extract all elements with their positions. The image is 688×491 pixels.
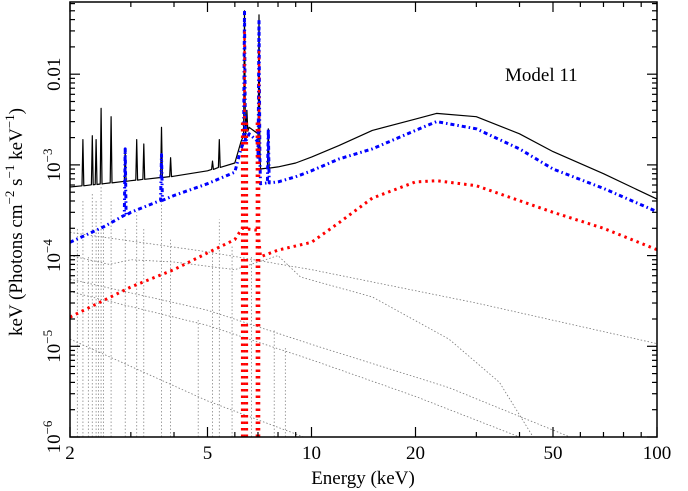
- y-tick-label: 10−3: [40, 148, 65, 181]
- axis-ticks: [69, 2, 658, 438]
- gray-component-0: [70, 232, 657, 345]
- y-tick-label: 0.01: [44, 58, 65, 91]
- gray-component-3: [70, 291, 520, 437]
- y-label-text: s: [6, 178, 27, 190]
- plot-frame: [69, 1, 658, 438]
- y-tick-label-base: 10: [44, 253, 65, 272]
- x-tick-label: 2: [65, 443, 75, 464]
- gray-component-1: [70, 255, 534, 437]
- y-tick-label: 10−6: [40, 420, 65, 453]
- y-label-exponent: −2: [2, 191, 17, 205]
- y-tick-label-exponent: −3: [40, 148, 55, 162]
- y-tick-label-base: 10: [44, 344, 65, 363]
- y-label-exponent: −1: [2, 114, 17, 128]
- y-tick-label: 10−4: [40, 239, 65, 272]
- gray-component-2: [70, 278, 571, 437]
- y-label-text: keV (Photons cm: [6, 204, 27, 336]
- y-tick-label-exponent: −6: [40, 420, 55, 434]
- plot-content: [70, 9, 657, 437]
- y-label-text: ): [6, 108, 27, 114]
- x-tick-label: 100: [643, 443, 672, 464]
- y-label-exponent: −1: [2, 165, 17, 179]
- x-axis-title: Energy (keV): [311, 468, 415, 489]
- y-axis-title: keV (Photons cm−2 s−1 keV−1): [2, 108, 27, 336]
- x-tick-label: 20: [406, 443, 425, 464]
- y-tick-label: 10−5: [40, 330, 65, 363]
- x-tick-label: 10: [302, 443, 321, 464]
- x-tick-label: 5: [203, 443, 213, 464]
- model-annotation: Model 11: [505, 65, 578, 86]
- y-tick-label-exponent: −4: [40, 239, 55, 253]
- component-blue-curve: [70, 9, 657, 244]
- y-label-text: keV: [6, 128, 27, 165]
- x-tick-label: 50: [543, 443, 562, 464]
- y-tick-label-base: 10: [44, 434, 65, 453]
- gray-component-4: [70, 338, 304, 437]
- y-tick-label-base: 0.01: [44, 58, 65, 91]
- total-curve: [70, 10, 657, 200]
- component-red-curve: [70, 179, 657, 319]
- y-tick-label-exponent: −5: [40, 330, 55, 344]
- y-tick-label-base: 10: [44, 162, 65, 181]
- plot-series: [70, 9, 657, 437]
